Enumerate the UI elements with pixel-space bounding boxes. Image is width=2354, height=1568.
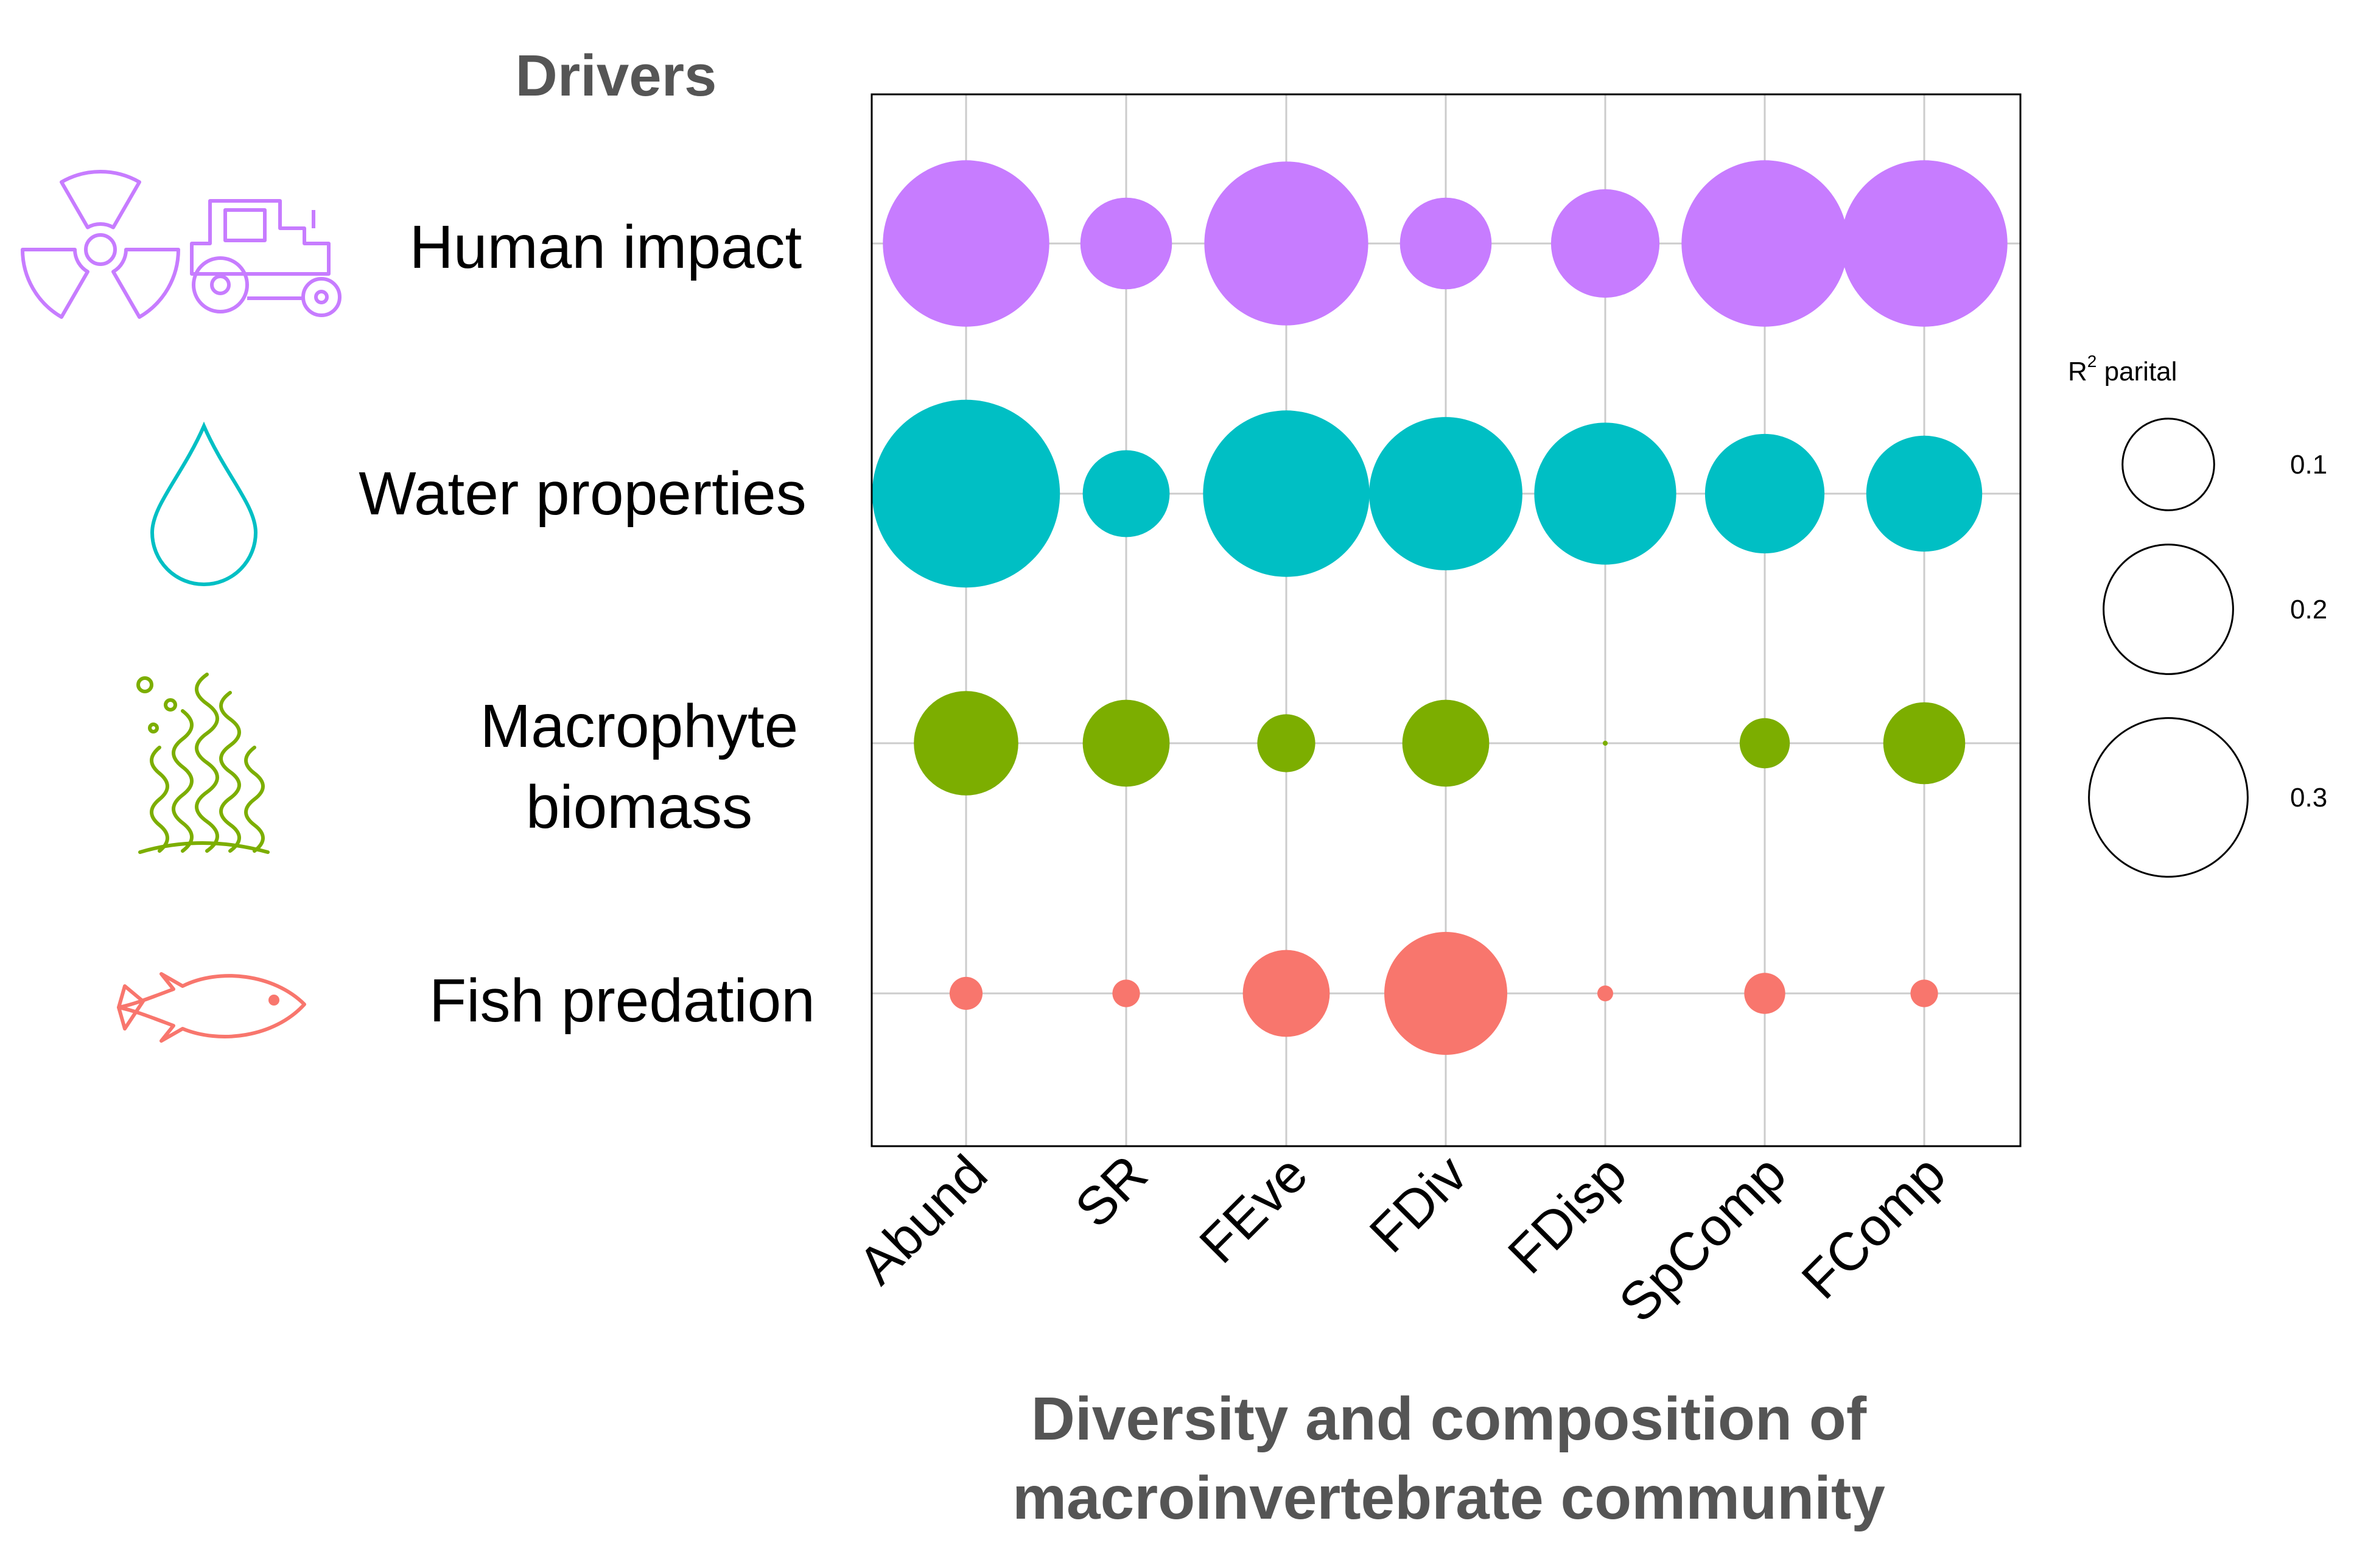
seaweed-strand: [150, 746, 169, 853]
bubble-0-abund: [883, 160, 1049, 327]
radiation-blade: [111, 248, 180, 319]
legend-title-r: R: [2068, 357, 2087, 387]
bubble-1-abund: [872, 399, 1060, 588]
seaweed-ground: [138, 841, 270, 854]
legend-key-label-0: 0.1: [2290, 450, 2327, 480]
bubble-3-fcomp: [1910, 979, 1938, 1007]
water-drop-shape: [150, 421, 258, 586]
tractor-rear-hub: [210, 275, 231, 295]
x-axis-title-line-2: macroinvertebrate community: [1012, 1464, 1885, 1532]
drivers-heading: Drivers: [516, 43, 717, 108]
water-drop-icon: [150, 421, 258, 586]
driver-label-1-line-0: Water properties: [359, 460, 806, 528]
bubble-2-spcomp: [1739, 718, 1790, 769]
bubble-dot: [164, 698, 177, 712]
bubble-2-fdiv: [1402, 699, 1490, 787]
bubble-2-fcomp: [1883, 702, 1966, 785]
driver-label-0-line-0: Human impact: [410, 213, 802, 281]
legend-key-circle-2: [2088, 717, 2249, 878]
legend-key-label-2: 0.3: [2290, 783, 2327, 813]
bubble-1-fdisp: [1534, 422, 1676, 565]
legend-key-circle-0: [2121, 418, 2215, 511]
legend-key-label-1: 0.2: [2290, 595, 2327, 625]
bubble-1-spcomp: [1704, 433, 1825, 554]
fish-body: [117, 972, 306, 1043]
x-tick-label-fdisp: FDisp: [1496, 1143, 1638, 1284]
tractor-window: [223, 208, 267, 242]
bubble-0-feve: [1204, 161, 1368, 326]
x-axis-title-line-1: Diversity and composition of: [1031, 1385, 1867, 1453]
x-tick-label-feve: FEve: [1188, 1143, 1319, 1274]
bubble-1-sr: [1082, 450, 1170, 537]
bubble-0-spcomp: [1681, 160, 1848, 327]
seaweed-icon: [136, 673, 270, 854]
bubble-3-fdisp: [1597, 985, 1613, 1001]
tractor-rear-wheel: [192, 256, 249, 313]
tractor-front-wheel: [301, 277, 342, 317]
bubble-3-sr: [1112, 979, 1140, 1007]
bubble-2-feve: [1257, 714, 1315, 772]
x-tick-label-spcomp: SpComp: [1607, 1143, 1797, 1333]
bubble-dot: [136, 676, 153, 693]
radiation-tractor-icon: [21, 170, 342, 319]
x-tick-label-sr: SR: [1063, 1143, 1158, 1238]
plot-border: [870, 93, 2022, 1147]
x-tick-label-fdiv: FDiv: [1358, 1143, 1479, 1264]
bubble-0-fcomp: [1841, 160, 2008, 327]
driver-label-2-line-1: biomass: [526, 773, 752, 841]
bubble-0-fdiv: [1399, 197, 1492, 290]
x-tick-label-fcomp: FComp: [1790, 1143, 1956, 1310]
tractor-body: [190, 199, 331, 276]
fish-tail: [117, 984, 145, 1031]
radiation-core: [84, 233, 117, 266]
bubble-2-fdisp: [1602, 740, 1608, 746]
seaweed-strand: [244, 746, 265, 853]
bubble-2-sr: [1082, 699, 1170, 787]
seaweed-strand: [195, 673, 219, 853]
legend-title-rest: parital: [2097, 357, 2177, 387]
seaweed-strand: [219, 691, 241, 853]
fish-eye: [268, 995, 279, 1006]
bubble-3-fdiv: [1384, 932, 1507, 1055]
bubble-1-fcomp: [1866, 435, 1983, 552]
bubble-3-abund: [949, 976, 983, 1010]
size-legend: R2 parital 0.1 0.2 0.3: [2068, 352, 2327, 878]
driver-icons: [21, 170, 342, 1043]
radiation-blade: [21, 248, 89, 319]
fish-icon: [117, 972, 306, 1043]
bubbles: [872, 160, 2008, 1055]
radiation-blade: [60, 170, 141, 229]
tractor-front-hub: [314, 290, 329, 304]
legend-title: R2 parital: [2068, 352, 2177, 387]
bubble-3-spcomp: [1744, 973, 1785, 1014]
bubble-1-feve: [1203, 410, 1370, 577]
bubble-1-fdiv: [1369, 417, 1522, 570]
bubble-dot: [148, 723, 159, 733]
seaweed-strand: [172, 709, 194, 853]
bubble-0-sr: [1080, 197, 1172, 290]
bubble-3-feve: [1242, 950, 1330, 1037]
x-tick-label-abund: Abund: [846, 1143, 998, 1295]
legend-keys: 0.1 0.2 0.3: [2088, 418, 2327, 878]
bubble-0-fdisp: [1550, 189, 1660, 298]
legend-title-superscript: 2: [2087, 352, 2097, 371]
bubble-2-abund: [914, 691, 1018, 796]
driver-label-3-line-0: Fish predation: [429, 967, 815, 1035]
driver-labels: Human impact Water properties Macrophyte bi…: [359, 213, 815, 1035]
legend-key-circle-1: [2103, 544, 2234, 675]
driver-label-2-line-0: Macrophyte: [480, 692, 798, 760]
